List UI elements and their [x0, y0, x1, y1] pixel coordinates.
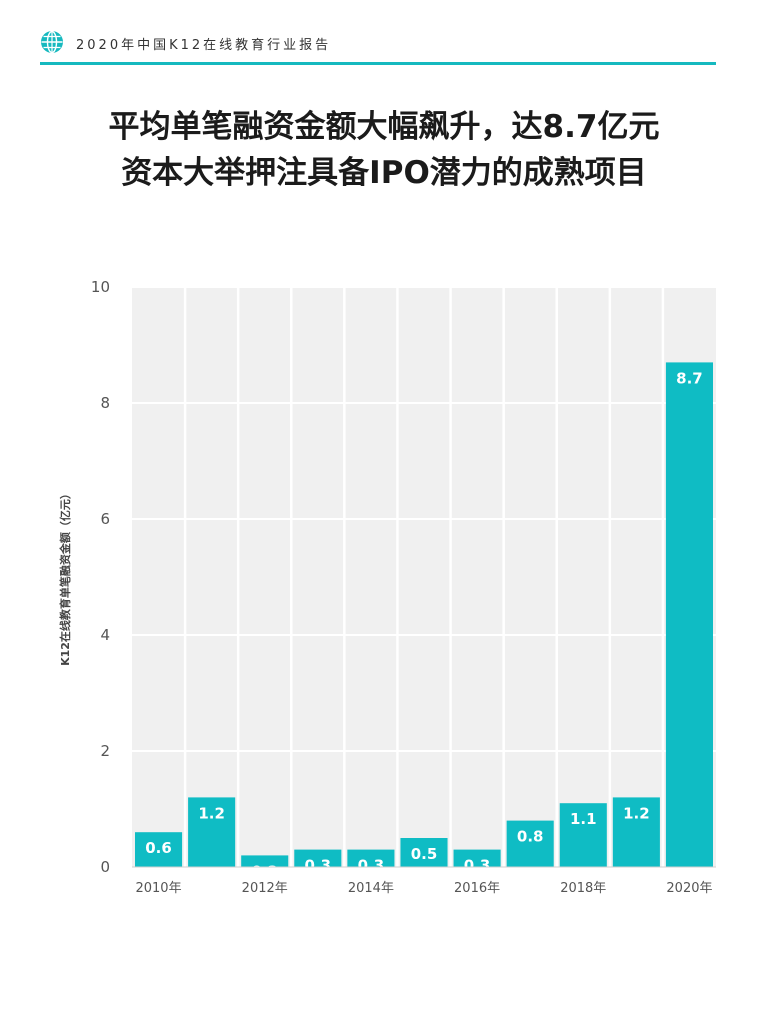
y-tick-label: 4 — [100, 626, 110, 644]
x-tick-label: 2012年 — [242, 881, 288, 896]
data-label: 1.2 — [198, 804, 225, 822]
bar — [400, 838, 448, 867]
y-tick-label: 6 — [100, 510, 110, 528]
bar — [241, 855, 289, 867]
page-headline: 平均单笔融资金额大幅飙升，达8.7亿元 资本大举押注具备IPO潜力的成熟项目 — [0, 104, 768, 196]
x-tick-label: 2016年 — [454, 881, 500, 896]
bar — [559, 803, 607, 867]
header-divider — [40, 62, 716, 65]
data-label: 8.7 — [676, 369, 703, 387]
y-tick-label: 0 — [100, 858, 110, 876]
bar — [453, 849, 501, 867]
bar — [188, 797, 236, 867]
bar-chart: 0 2 4 6 8 10 0.6 1.2 0.2 0.3 0.3 0.5 0.3 0.8 1.1 1.2 8.7… — [58, 278, 716, 896]
data-label: 0.3 — [305, 857, 332, 875]
y-tick-label: 10 — [91, 278, 110, 296]
data-label: 0.3 — [464, 857, 491, 875]
data-label: 1.1 — [570, 810, 597, 828]
headline-line-1: 平均单笔融资金额大幅飙升，达8.7亿元 — [108, 109, 660, 145]
data-label: 0.2 — [251, 862, 278, 880]
bar — [347, 849, 395, 867]
data-label: 1.2 — [623, 804, 650, 822]
data-label: 0.8 — [517, 828, 544, 846]
x-tick-label: 2010年 — [135, 881, 181, 896]
data-label: 0.3 — [358, 857, 385, 875]
y-tick-label: 8 — [100, 394, 110, 412]
bar — [135, 832, 183, 867]
data-label: 0.6 — [145, 839, 172, 857]
x-tick-label: 2014年 — [348, 881, 394, 896]
y-tick-label: 2 — [100, 742, 110, 760]
plot-area — [132, 287, 716, 867]
x-tick-label: 2018年 — [560, 881, 606, 896]
y-axis-title: K12在线教育单笔融资金额（亿元） — [58, 488, 72, 666]
report-header: 2020年中国K12在线教育行业报告 — [40, 28, 716, 64]
report-title: 2020年中国K12在线教育行业报告 — [76, 38, 332, 53]
data-label: 0.5 — [411, 845, 438, 863]
x-tick-label: 2020年 — [666, 881, 712, 896]
headline-line-2: 资本大举押注具备IPO潜力的成熟项目 — [121, 155, 647, 191]
globe-icon — [41, 30, 63, 54]
bar — [294, 849, 342, 867]
bar — [612, 797, 660, 867]
bar — [506, 820, 554, 867]
bar — [665, 362, 713, 867]
